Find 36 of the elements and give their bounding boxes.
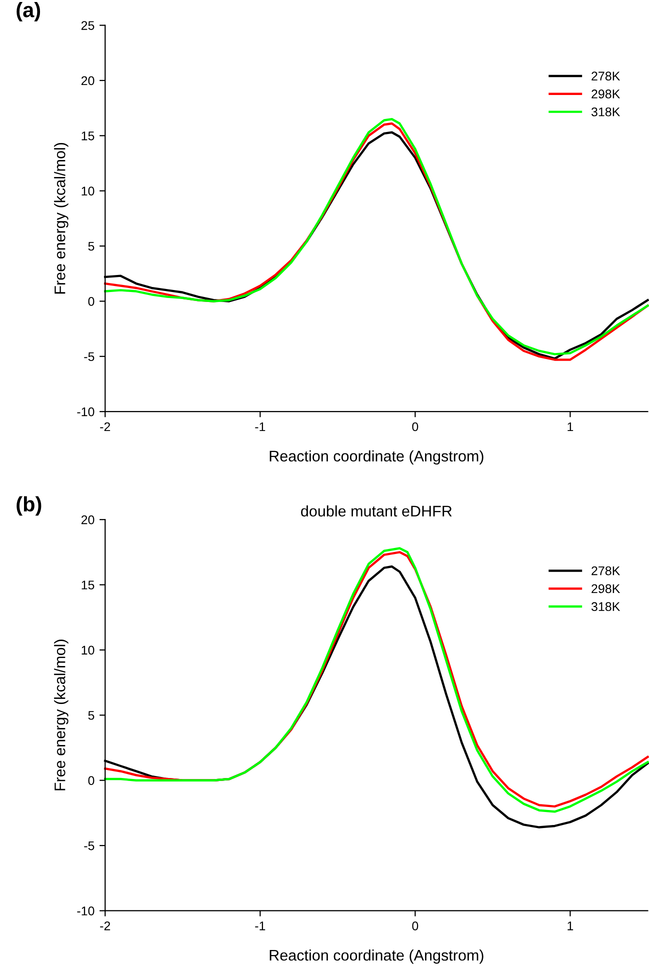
x-tick-label: 0 <box>412 422 418 432</box>
legend-label: 318K <box>591 107 620 116</box>
y-tick-label: -10 <box>77 407 94 416</box>
x-tick-label: 1 <box>568 922 574 930</box>
x-tick-label: -2 <box>100 422 110 432</box>
legend-label: 298K <box>592 584 620 594</box>
x-tick-label: -2 <box>100 921 110 930</box>
x-axis-title: Reaction coordinate (Angstrom) <box>270 450 484 465</box>
y-tick-label: 20 <box>81 76 94 86</box>
y-tick-label: 15 <box>82 132 94 140</box>
y-tick-label: 0 <box>88 297 94 306</box>
y-tick-label: -5 <box>84 352 94 362</box>
y-tick-label: 0 <box>88 776 94 785</box>
y-tick-label: 15 <box>82 580 94 590</box>
y-tick-label: 10 <box>82 186 94 196</box>
x-tick-label: 1 <box>568 422 574 432</box>
y-tick-label: 5 <box>88 711 94 720</box>
legend-label: 298K <box>592 90 620 98</box>
y-tick-label: 25 <box>81 21 94 30</box>
y-tick-label: 20 <box>81 515 94 524</box>
x-tick-label: -1 <box>255 922 266 930</box>
x-tick-label: -1 <box>255 422 266 432</box>
legend-label: 278K <box>592 72 620 80</box>
legend-label: 318K <box>591 602 620 612</box>
y-tick-label: 10 <box>82 646 94 655</box>
text: (a) <box>16 2 40 22</box>
y-tick-label: -10 <box>77 906 94 916</box>
y-tick-label: -5 <box>84 841 94 850</box>
y-tick-label: 5 <box>88 242 94 251</box>
chart-title: double mutant eDHFR <box>301 505 452 517</box>
x-axis-title: Reaction coordinate (Angstrom) <box>270 949 484 964</box>
text: (b) <box>16 496 42 516</box>
legend-label: 278K <box>592 566 620 576</box>
y-axis-title: Free energy (kcal/mol) <box>54 142 68 294</box>
y-axis-title: Free energy (kcal/mol) <box>54 640 68 790</box>
x-tick-label: 0 <box>412 921 418 930</box>
